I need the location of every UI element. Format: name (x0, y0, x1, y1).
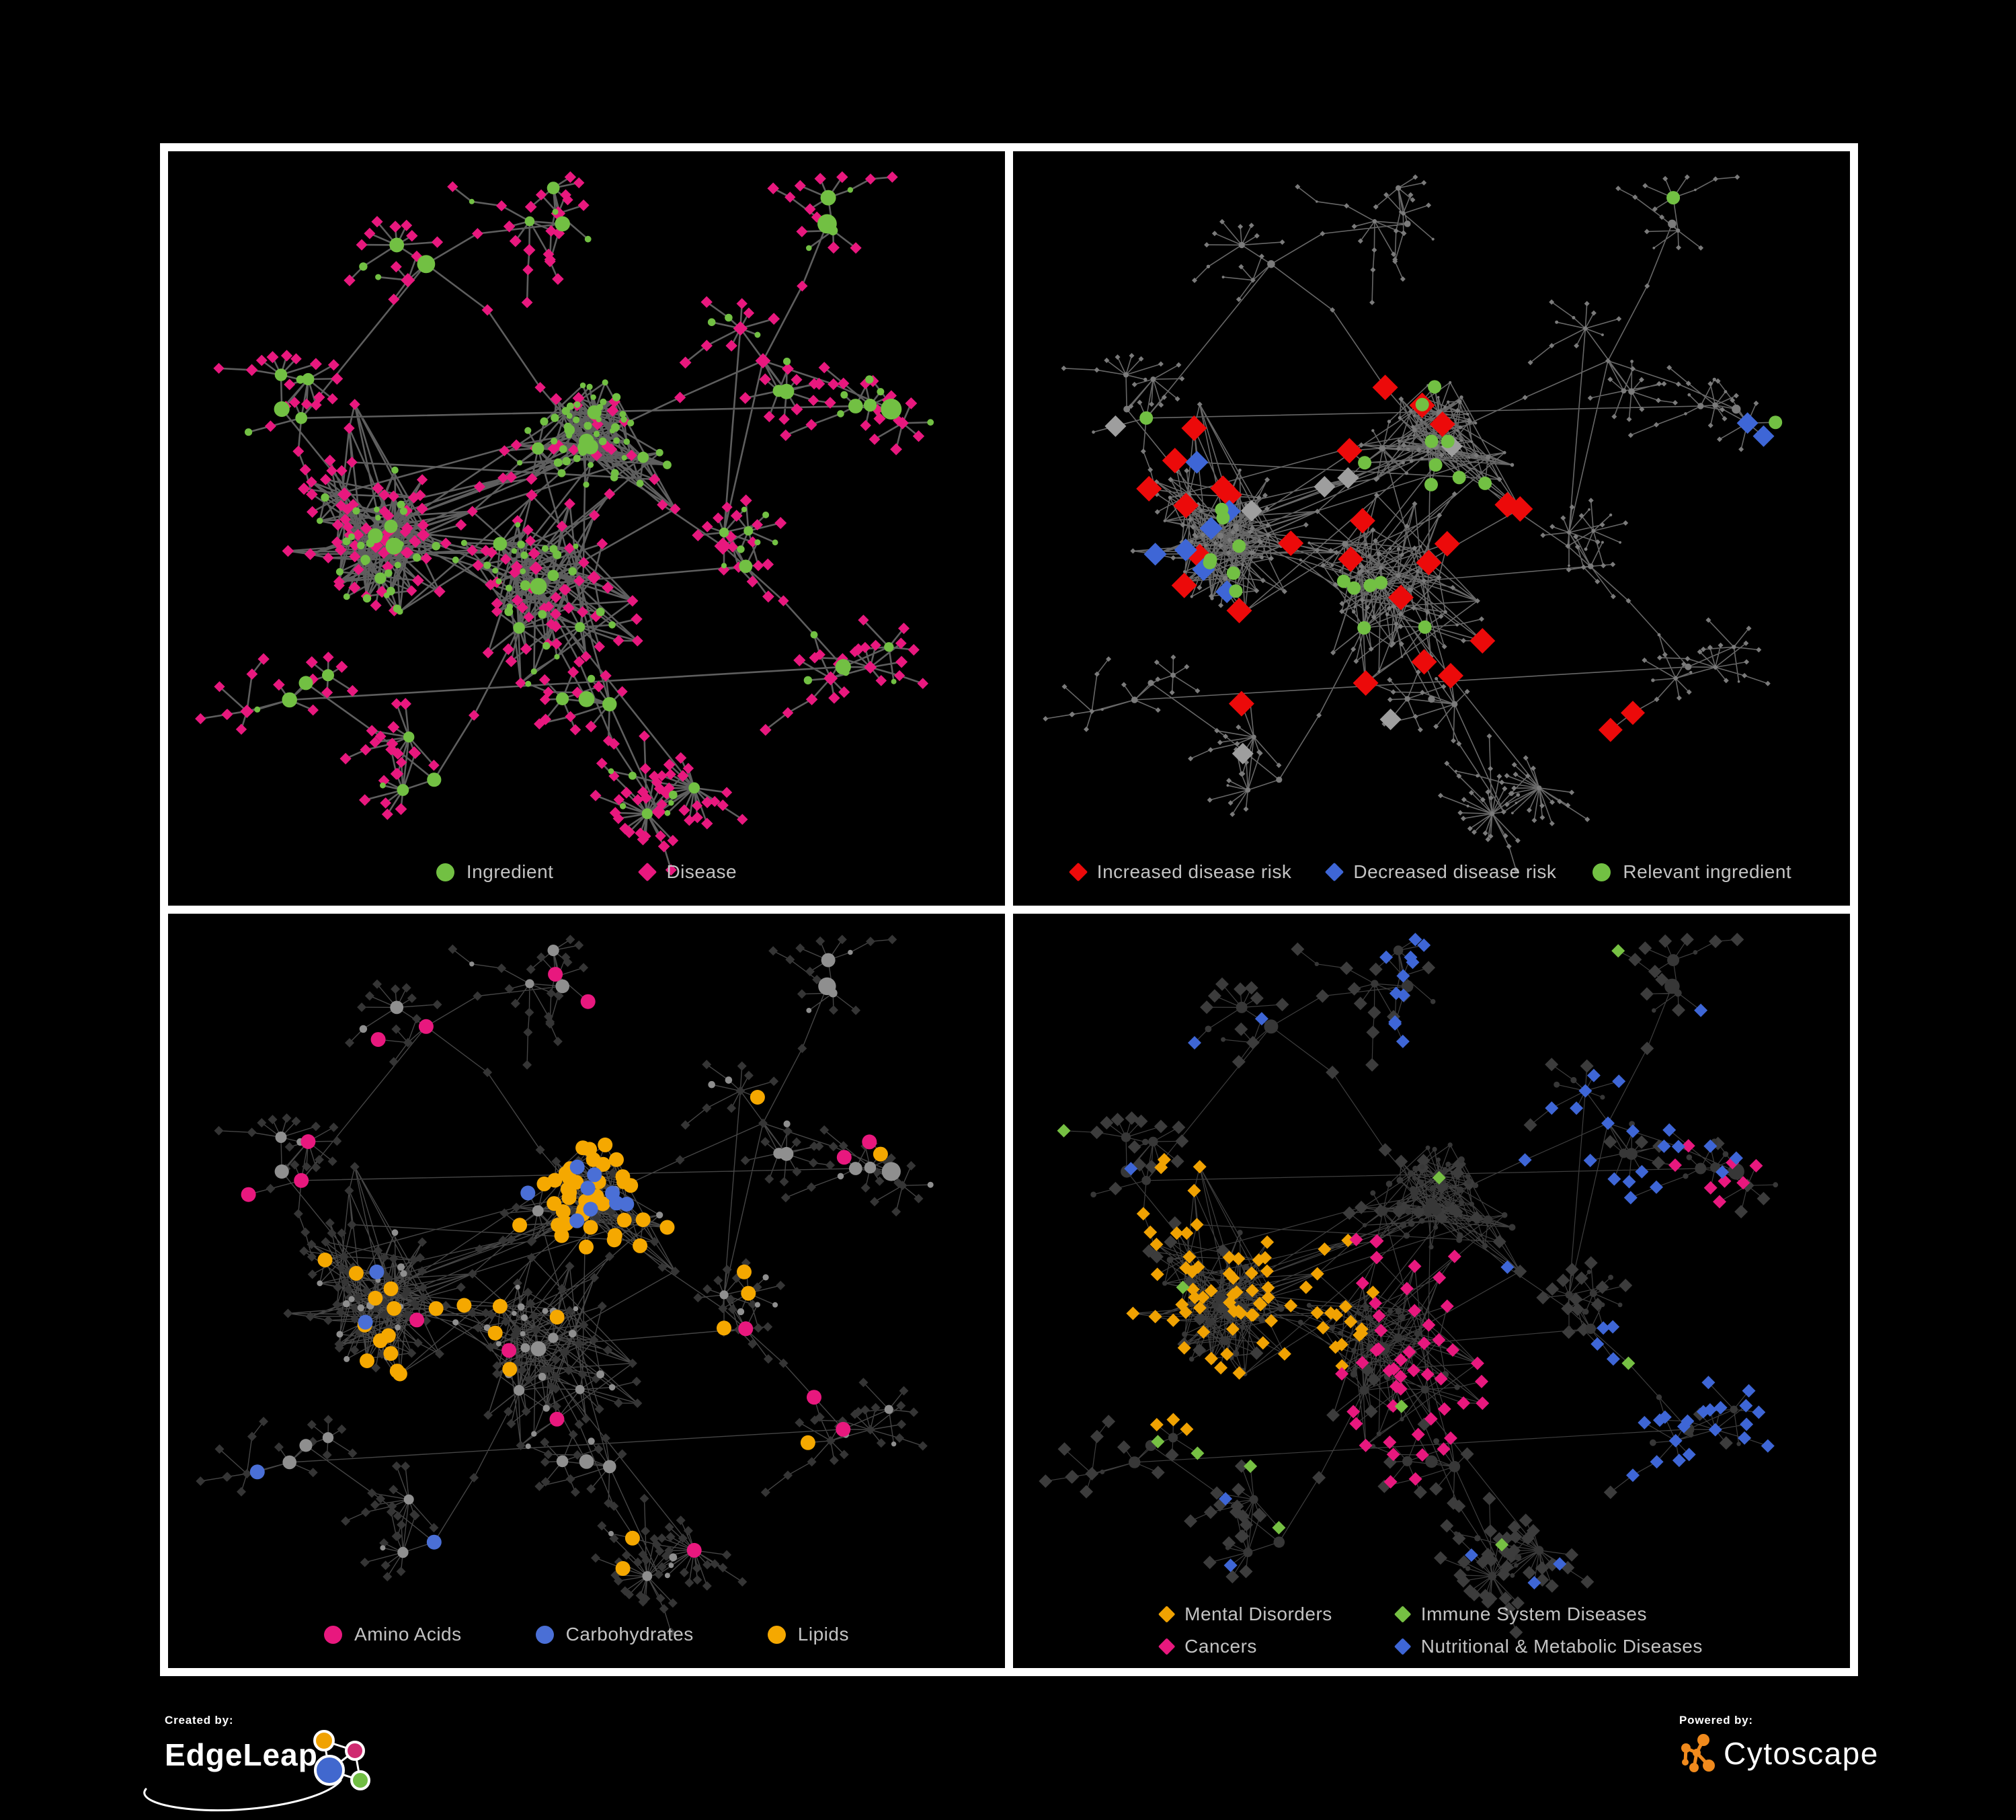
legend-label: Increased disease risk (1096, 861, 1292, 882)
legend-disease-classes: Mental Disorders Immune System Diseases … (1158, 1604, 1703, 1657)
legend-macronutrients: Amino Acids Carbohydrates Lipids (168, 1624, 1005, 1645)
cytoscape-logo (1681, 1734, 1715, 1772)
legend-item-lipids: Lipids (767, 1624, 849, 1645)
cancers-diamond-icon (1158, 1638, 1175, 1655)
legend-item-carbohydrates: Carbohydrates (535, 1624, 694, 1645)
relevant-ingredient-circle-icon (1592, 863, 1611, 881)
legend-label: Lipids (797, 1624, 849, 1645)
cytoscape-branding: Powered by: Cytoscape (1679, 1714, 1879, 1774)
legend-label: Cancers (1184, 1636, 1257, 1657)
edgeleap-logo-row: EdgeLeap (143, 1730, 514, 1812)
legend-item-mental-disorders: Mental Disorders (1158, 1604, 1332, 1625)
increased-risk-diamond-icon (1068, 862, 1088, 882)
disease-diamond-icon (638, 862, 657, 882)
legend-label: Amino Acids (354, 1624, 462, 1645)
legend-item-increased-risk: Increased disease risk (1068, 861, 1292, 883)
network-graph-ingredient-disease (195, 171, 934, 876)
lipids-circle-icon (767, 1625, 786, 1644)
created-by-label: Created by: (165, 1714, 234, 1727)
panel-macronutrients: Amino Acids Carbohydrates Lipids (168, 914, 1005, 1668)
legend-label: Ingredient (466, 861, 554, 882)
legend-label: Nutritional & Metabolic Diseases (1420, 1636, 1703, 1657)
legend-label: Immune System Diseases (1420, 1604, 1648, 1624)
panel-disease-risk: Increased disease risk Decreased disease… (1013, 151, 1850, 906)
legend-label: Mental Disorders (1184, 1604, 1332, 1624)
powered-by-label: Powered by: (1679, 1714, 1753, 1727)
legend-item-decreased-risk: Decreased disease risk (1325, 861, 1557, 883)
legend-label: Relevant ingredient (1623, 861, 1792, 882)
edgeleap-wordmark: EdgeLeap (165, 1737, 318, 1772)
network-graph-disease-risk (1043, 174, 1783, 873)
legend-item-disease: Disease (638, 861, 737, 883)
amino-acids-circle-icon (324, 1625, 343, 1644)
legend-label: Carbohydrates (565, 1624, 694, 1645)
legend-label: Disease (666, 861, 737, 882)
carbohydrates-circle-icon (535, 1625, 554, 1644)
legend-item-ingredient: Ingredient (436, 861, 554, 883)
immune-diseases-diamond-icon (1394, 1606, 1412, 1623)
decreased-risk-diamond-icon (1325, 862, 1344, 882)
legend-ingredient-disease: Ingredient Disease (168, 861, 1005, 883)
cytoscape-logo-row: Cytoscape (1679, 1733, 1879, 1774)
network-graph-disease-classes (1039, 933, 1779, 1639)
edgeleap-branding: Created by: EdgeLeap (143, 1714, 514, 1812)
legend-item-relevant-ingredient: Relevant ingredient (1592, 861, 1791, 883)
legend-label: Decreased disease risk (1353, 861, 1557, 882)
network-graph-macronutrients (196, 935, 934, 1637)
legend-disease-risk: Increased disease risk Decreased disease… (1013, 861, 1850, 883)
mental-disorders-diamond-icon (1158, 1606, 1175, 1623)
legend-item-amino-acids: Amino Acids (324, 1624, 462, 1645)
panel-ingredient-disease: Ingredient Disease (168, 151, 1005, 906)
nutritional-diseases-diamond-icon (1394, 1638, 1412, 1655)
panel-disease-classes: Mental Disorders Immune System Diseases … (1013, 914, 1850, 1668)
ingredient-circle-icon (436, 863, 454, 881)
legend-item-nutritional-diseases: Nutritional & Metabolic Diseases (1394, 1636, 1703, 1657)
legend-item-immune-diseases: Immune System Diseases (1394, 1604, 1703, 1625)
legend-item-cancers: Cancers (1158, 1636, 1332, 1657)
figure-frame: Ingredient Disease Increased disease ris… (160, 143, 1858, 1676)
cytoscape-wordmark: Cytoscape (1724, 1736, 1879, 1771)
